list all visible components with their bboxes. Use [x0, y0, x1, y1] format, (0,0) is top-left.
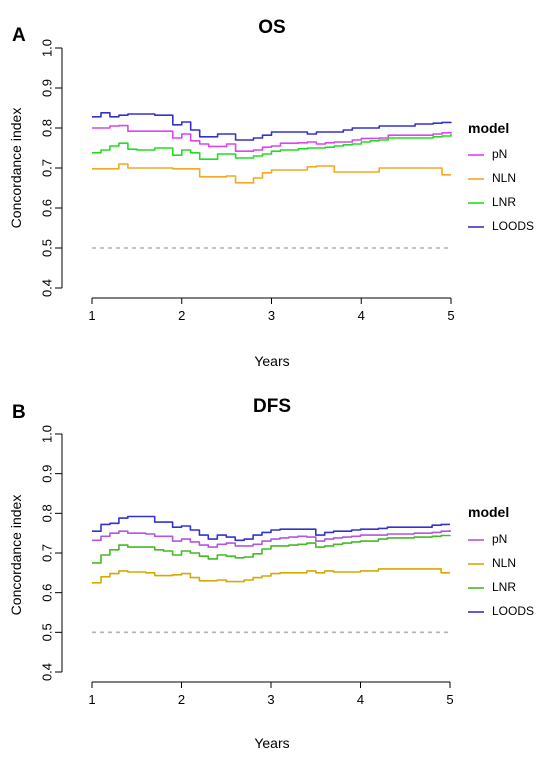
panel-b-letter: B [12, 402, 26, 423]
y-tick-label: 0.6 [39, 199, 54, 217]
panel-b-y-axis-title: Concordance index [8, 495, 24, 616]
panel-a-title: OS [258, 17, 285, 38]
y-tick-label: 0.4 [39, 663, 54, 681]
panel-b-title: DFS [253, 396, 291, 417]
legend-label-lnr: LNR [492, 195, 516, 209]
legend-label-pn: pN [492, 532, 507, 546]
y-tick-label: 0.9 [39, 465, 54, 483]
panel-a-letter: A [12, 25, 26, 46]
x-tick-label: 4 [358, 308, 365, 323]
series-line-lnr [92, 134, 452, 160]
y-tick-label: 0.9 [39, 79, 54, 97]
panel-a-y-axis-title: Concordance index [8, 108, 24, 229]
series-line-pn [92, 530, 451, 548]
y-tick-label: 0.8 [39, 119, 54, 137]
y-tick-label: 0.4 [39, 279, 54, 297]
panel-dfs: B DFS Years Concordance index model 0.4 0… [8, 396, 534, 751]
y-tick-label: 1.0 [39, 425, 54, 443]
y-tick-label: 0.6 [39, 584, 54, 602]
legend-label-loods: LOODS [492, 219, 534, 233]
y-tick-label: 0.8 [39, 504, 54, 522]
x-tick-label: 3 [268, 308, 275, 323]
legend-label-lnr: LNR [492, 580, 516, 594]
panel-a-x-axis-title: Years [254, 353, 289, 369]
x-tick-label: 5 [446, 692, 453, 707]
series-line-loods [92, 515, 450, 542]
x-tick-label: 5 [447, 308, 454, 323]
y-tick-label: 1.0 [39, 39, 54, 57]
legend-label-pn: pN [492, 147, 507, 161]
panel-b-x-axis-title: Years [254, 735, 289, 751]
series-line-nln [92, 163, 451, 184]
x-tick-label: 4 [357, 692, 364, 707]
x-tick-label: 3 [267, 692, 274, 707]
x-tick-label: 1 [88, 692, 95, 707]
x-tick-label: 2 [178, 692, 185, 707]
x-tick-label: 1 [88, 308, 95, 323]
panel-b-legend-title: model [468, 504, 509, 520]
x-tick-label: 2 [178, 308, 185, 323]
panel-a-legend-title: model [468, 120, 509, 136]
legend-label-loods: LOODS [492, 604, 534, 618]
series-line-loods [92, 112, 452, 141]
series-line-lnr [92, 534, 451, 564]
legend-label-nln: NLN [492, 556, 516, 570]
y-tick-label: 0.7 [39, 159, 54, 177]
legend-label-nln: NLN [492, 171, 516, 185]
y-tick-label: 0.5 [39, 623, 54, 641]
panel-os: A OS Years Concordance index model 0.4 0.… [8, 17, 534, 369]
y-tick-label: 0.7 [39, 544, 54, 562]
y-tick-label: 0.5 [39, 239, 54, 257]
series-line-nln [92, 568, 450, 584]
